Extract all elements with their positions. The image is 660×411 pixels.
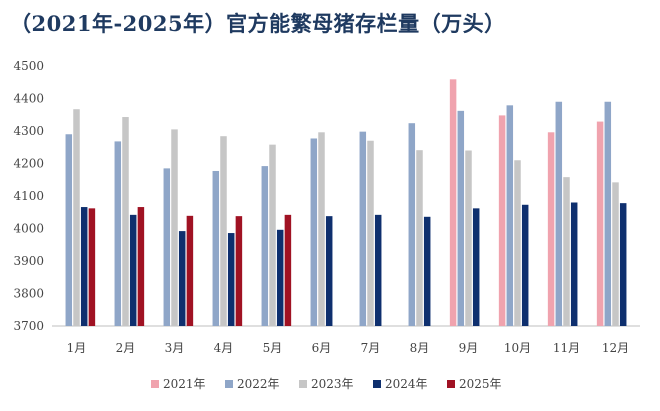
bar: [619, 203, 627, 326]
bar: [318, 132, 325, 326]
bar: [178, 231, 186, 326]
bar: [570, 202, 578, 326]
x-tick-label: 5月: [263, 341, 283, 355]
bar: [465, 150, 472, 326]
bar: [212, 170, 220, 326]
bar: [227, 233, 235, 326]
x-tick-label: 12月: [602, 341, 629, 355]
y-tick-label: 4300: [13, 124, 44, 138]
legend-swatch: [225, 380, 233, 388]
bar: [457, 110, 465, 326]
bar: [88, 208, 96, 326]
y-tick-label: 4200: [13, 157, 44, 171]
x-tick-label: 9月: [459, 341, 479, 355]
x-tick-label: 4月: [214, 341, 234, 355]
bar: [547, 132, 555, 326]
bar: [129, 214, 137, 326]
bar: [449, 79, 457, 326]
x-tick-label: 7月: [361, 341, 381, 355]
bar: [359, 131, 367, 326]
bar: [604, 101, 612, 326]
x-tick-label: 1月: [67, 341, 87, 355]
legend-swatch: [151, 380, 159, 388]
x-tick-label: 3月: [165, 341, 185, 355]
bar: [171, 129, 178, 326]
bar: [514, 160, 521, 326]
bar: [73, 109, 80, 326]
bar: [325, 216, 333, 326]
bar: [276, 229, 284, 326]
bar: [261, 166, 269, 326]
y-tick-label: 3700: [13, 319, 44, 333]
x-tick-label: 8月: [410, 341, 430, 355]
bar: [114, 141, 122, 326]
bar: [137, 207, 145, 326]
y-tick-label: 4000: [13, 222, 44, 236]
bar: [374, 214, 382, 326]
x-tick-label: 6月: [312, 341, 332, 355]
legend-label: 2022年: [237, 377, 280, 391]
bar: [235, 216, 243, 326]
y-tick-label: 4100: [13, 189, 44, 203]
y-tick-label: 3800: [13, 287, 44, 301]
bar: [80, 207, 88, 326]
bar: [367, 140, 374, 326]
legend-swatch: [373, 380, 381, 388]
bar: [555, 101, 563, 326]
legend-label: 2023年: [311, 377, 354, 391]
bar: [506, 105, 514, 326]
bar: [65, 134, 73, 326]
chart-title: （2021年-2025年）官方能繁母猪存栏量（万头）: [10, 11, 506, 36]
y-tick-label: 4400: [13, 92, 44, 106]
y-tick-label: 4500: [13, 59, 44, 73]
bar: [423, 216, 431, 326]
x-tick-label: 10月: [504, 341, 531, 355]
bar: [284, 214, 292, 326]
legend-swatch: [299, 380, 307, 388]
bar: [596, 121, 604, 326]
bar: [186, 215, 194, 326]
legend-label: 2025年: [459, 377, 502, 391]
y-tick-label: 3900: [13, 254, 44, 268]
legend-swatch: [447, 380, 455, 388]
x-tick-label: 11月: [553, 341, 580, 355]
legend-label: 2024年: [385, 377, 428, 391]
bar: [220, 136, 227, 326]
bar: [521, 204, 529, 326]
bar: [163, 168, 171, 326]
bar: [472, 208, 480, 326]
bar: [269, 144, 276, 326]
x-tick-label: 2月: [116, 341, 136, 355]
bar: [563, 177, 570, 326]
bar: [612, 182, 619, 326]
bar: [416, 150, 423, 326]
bar: [122, 117, 129, 327]
bar: [310, 138, 318, 326]
legend-label: 2021年: [163, 377, 206, 391]
bar: [498, 115, 506, 327]
bar: [408, 123, 416, 326]
